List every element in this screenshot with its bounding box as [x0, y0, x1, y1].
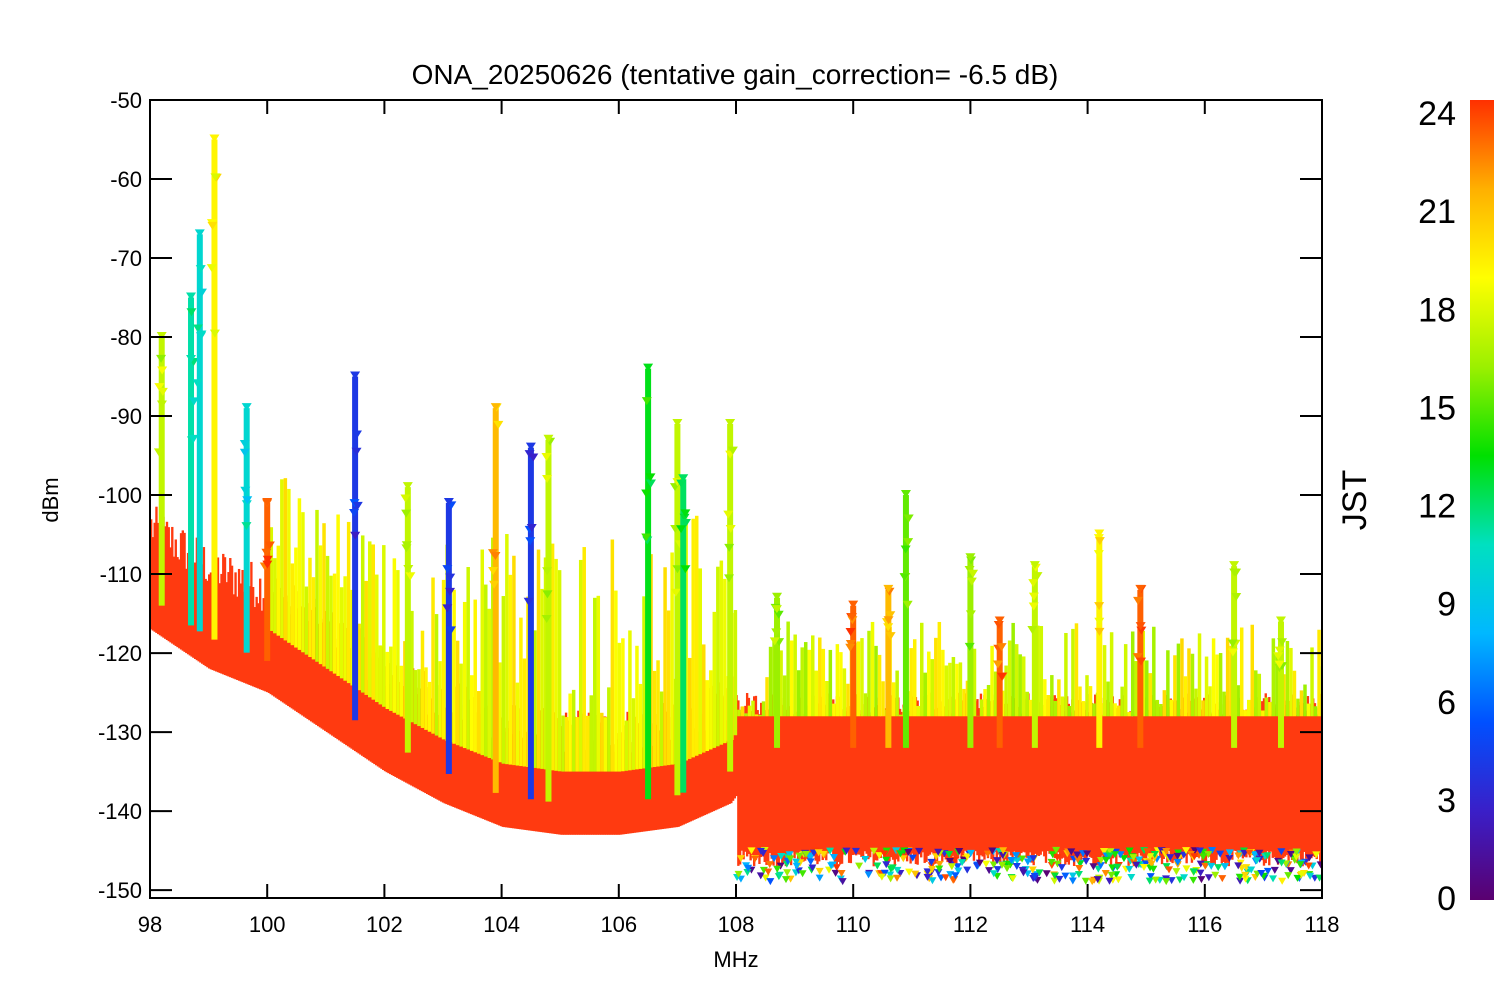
x-tick-label-3: 104: [483, 912, 520, 937]
colorbar-tick-label-6: 18: [1418, 291, 1456, 329]
x-tick-label-9: 116: [1187, 912, 1222, 937]
x-tick-label-1: 100: [249, 912, 286, 937]
colorbar-tick-label-5: 15: [1418, 389, 1456, 427]
peak-14: [676, 474, 691, 793]
y-tick-label-0: -50: [110, 88, 142, 113]
peak-4: [239, 403, 253, 653]
noise-floor-band: [150, 506, 1322, 867]
peak-22: [1027, 561, 1043, 748]
y-axis: -50 -60 -70 -80 -90 -100 -110 -120 -130 -140 -150: [98, 88, 1322, 903]
colorbar-tick-label-3: 9: [1437, 586, 1456, 624]
peak-20: [964, 553, 979, 748]
peak-21: [992, 616, 1008, 748]
signal-scatter: [269, 478, 1322, 772]
peak-7: [400, 482, 416, 753]
colorbar-tick-label-7: 21: [1418, 193, 1456, 231]
peak-1: [186, 292, 199, 626]
x-tick-label-6: 110: [836, 912, 871, 937]
peak-17: [845, 600, 859, 748]
peak-3: [206, 134, 222, 640]
x-tick-label-5: 108: [718, 912, 755, 937]
y-tick-label-7: -120: [98, 641, 142, 666]
x-tick-label-2: 102: [366, 912, 403, 937]
peak-18: [881, 584, 896, 748]
x-axis: 98 100 102 104 106 108 110 112 114 116 118: [138, 100, 1340, 937]
peak-9: [487, 403, 504, 793]
peak-12: [641, 363, 656, 800]
peak-8: [442, 497, 457, 774]
y-tick-label-4: -90: [110, 404, 142, 429]
x-tick-label-0: 98: [138, 912, 162, 937]
peak-11: [541, 434, 556, 802]
peak-19: [899, 490, 914, 748]
colorbar-tick-label-8: 24: [1418, 95, 1456, 133]
y-axis-title: dBm: [38, 477, 63, 522]
peak-25: [1227, 561, 1242, 748]
y-tick-label-2: -70: [110, 246, 142, 271]
x-axis-title: MHz: [713, 947, 758, 972]
peak-15: [723, 418, 738, 772]
peak-16: [769, 592, 785, 748]
y-tick-label-1: -60: [110, 167, 142, 192]
peak-2: [192, 229, 207, 632]
colorbar-ticks: 0 3 6 9 12 15 18 21 24: [1418, 95, 1456, 918]
peak-24: [1132, 584, 1147, 748]
low-outliers: [733, 846, 1322, 886]
colorbar-tick-label-1: 3: [1437, 782, 1456, 820]
colorbar: [1470, 100, 1494, 900]
colorbar-tick-label-0: 0: [1437, 880, 1456, 918]
x-tick-label-8: 114: [1070, 912, 1105, 937]
y-tick-label-6: -110: [100, 562, 142, 587]
peak-0: [153, 332, 168, 606]
colorbar-tick-label-2: 6: [1437, 684, 1456, 722]
x-tick-label-4: 106: [600, 912, 637, 937]
y-tick-label-3: -80: [110, 325, 142, 350]
y-tick-label-10: -150: [98, 878, 142, 903]
x-tick-label-10: 118: [1304, 912, 1339, 937]
y-tick-label-9: -140: [98, 799, 142, 824]
x-tick-label-7: 112: [953, 912, 988, 937]
peak-5: [259, 497, 275, 661]
colorbar-title: JST: [1336, 470, 1374, 530]
y-tick-label-5: -100: [98, 483, 142, 508]
peak-26: [1273, 616, 1288, 748]
peak-23: [1093, 529, 1105, 748]
y-tick-label-8: -130: [98, 720, 142, 745]
peak-10: [523, 442, 539, 800]
scatter-marks: [150, 134, 1322, 886]
peak-6: [349, 371, 363, 721]
colorbar-tick-label-4: 12: [1418, 488, 1456, 526]
chart-title: ONA_20250626 (tentative gain_correction=…: [412, 59, 1059, 90]
